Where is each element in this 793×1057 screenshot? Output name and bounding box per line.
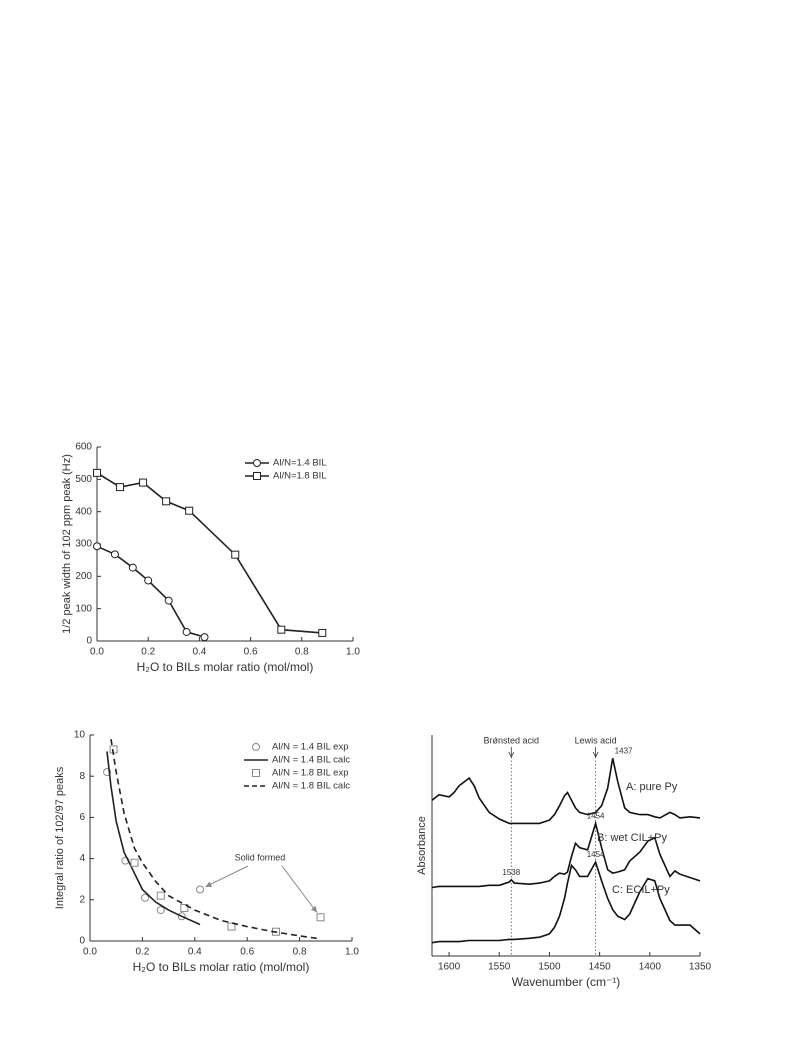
reference-arrowhead [592, 751, 599, 758]
y-axis-title: Integral ratio of 102/97 peaks [54, 766, 66, 909]
series-label: B: wet CIL+Py [597, 832, 668, 844]
marker [231, 550, 240, 559]
marker [182, 627, 191, 636]
y-tick-label: 6 [79, 812, 85, 823]
legend-label: Al/N=1.8 BIL [273, 471, 327, 482]
y-tick-label: 400 [75, 506, 92, 517]
series-line [96, 545, 205, 638]
marker [253, 472, 261, 480]
marker [156, 891, 165, 900]
reference-label: Brǿnsted acid [484, 735, 540, 745]
x-tick-label: 1500 [538, 962, 561, 973]
reference-label: Lewis acid [575, 735, 617, 745]
y-axis-title: 1/2 peak width of 102 ppm peak (Hz) [61, 454, 73, 634]
y-tick-label: 2 [79, 894, 85, 905]
x-tick-label: 0.0 [83, 947, 97, 958]
marker [128, 563, 137, 572]
marker [139, 478, 148, 487]
annotation-arrow [281, 865, 318, 913]
y-tick-label: 200 [75, 571, 92, 582]
peak-label: 1538 [502, 868, 520, 877]
y-tick-label: 10 [74, 730, 86, 741]
x-tick-label: 0.8 [293, 947, 307, 958]
marker [164, 596, 173, 605]
marker [180, 904, 189, 913]
marker [318, 628, 327, 637]
marker [252, 769, 260, 777]
series-label: C: ECIL+Py [612, 884, 670, 896]
series-line [431, 820, 701, 889]
y-axis-title: Absorbance [416, 816, 428, 875]
series-label: A: pure Py [626, 781, 678, 793]
marker [141, 893, 150, 902]
annotation-arrowhead [310, 905, 317, 913]
annotation-arrow [205, 865, 249, 888]
series-line [431, 758, 701, 825]
x-tick-label: 1350 [689, 962, 712, 973]
x-tick-label: 0.4 [192, 647, 206, 658]
marker [116, 483, 125, 492]
legend-label: Al/N=1.4 BIL [273, 458, 327, 469]
marker [110, 550, 119, 559]
x-tick-label: 1.0 [346, 647, 360, 658]
annotation: Solid formed [235, 852, 286, 862]
x-tick-label: 1450 [589, 962, 612, 973]
y-tick-label: 500 [75, 474, 92, 485]
marker [130, 858, 139, 867]
marker [200, 633, 209, 642]
y-tick-label: 300 [75, 539, 92, 550]
x-axis-title: H₂O to BILs molar ratio (mol/mol) [137, 660, 314, 674]
x-tick-label: 1.0 [345, 947, 359, 958]
marker [144, 576, 153, 585]
marker [196, 885, 205, 894]
x-tick-label: 0.2 [141, 647, 155, 658]
x-tick-label: 0.2 [135, 947, 149, 958]
x-tick-label: 0.8 [295, 647, 309, 658]
marker [277, 625, 286, 634]
series-line [96, 472, 323, 634]
annotation-arrowhead [205, 881, 213, 887]
x-axis-title: Wavenumber (cm⁻¹) [512, 975, 621, 989]
marker [162, 497, 171, 506]
peak-label: 1454 [587, 812, 605, 821]
marker [156, 906, 165, 915]
y-tick-label: 8 [79, 771, 85, 782]
marker [93, 468, 101, 477]
x-tick-label: 0.6 [240, 947, 254, 958]
series-line [106, 751, 201, 926]
x-tick-label: 1400 [639, 962, 662, 973]
peak-label: 1454 [587, 850, 605, 859]
x-tick-label: 1600 [438, 962, 461, 973]
x-axis-title: H₂O to BILs molar ratio (mol/mol) [133, 960, 310, 974]
legend-label: Al/N = 1.4 BIL exp [272, 742, 348, 753]
y-tick-label: 600 [75, 442, 92, 453]
x-tick-label: 0.0 [90, 647, 104, 658]
series-line [110, 738, 321, 940]
peak-label: 1437 [615, 746, 633, 755]
y-tick-label: 100 [75, 603, 92, 614]
marker [252, 743, 260, 751]
marker [253, 459, 261, 467]
x-tick-label: 0.4 [188, 947, 202, 958]
legend-label: Al/N = 1.8 BIL exp [272, 768, 348, 779]
y-tick-label: 0 [79, 936, 85, 947]
marker [93, 542, 101, 551]
legend-label: Al/N = 1.8 BIL calc [272, 781, 350, 792]
x-tick-label: 0.6 [244, 647, 258, 658]
reference-arrowhead [508, 751, 515, 758]
series-line [431, 860, 701, 944]
marker [316, 913, 325, 922]
x-tick-label: 1550 [488, 962, 511, 973]
y-tick-label: 4 [79, 853, 85, 864]
marker [227, 922, 236, 931]
y-tick-label: 0 [86, 636, 92, 647]
marker [185, 506, 194, 515]
legend-label: Al/N = 1.4 BIL calc [272, 755, 350, 766]
